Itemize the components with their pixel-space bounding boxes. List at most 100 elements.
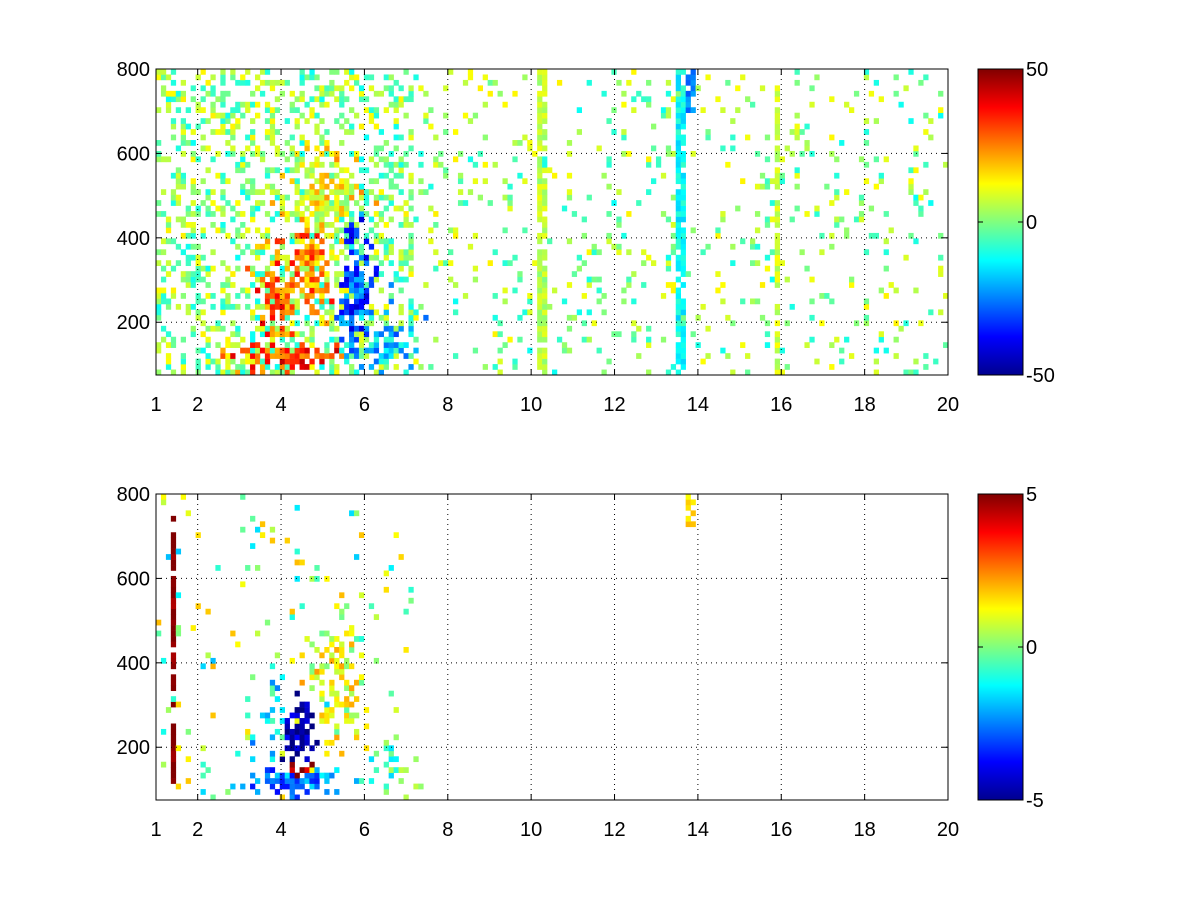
heatmap-cell	[433, 134, 439, 141]
heatmap-cell	[250, 271, 256, 277]
heatmap-cell	[329, 90, 335, 97]
heatmap-cell	[433, 161, 439, 168]
heatmap-cell	[675, 232, 681, 239]
heatmap-cell	[809, 150, 815, 157]
heatmap-cell	[289, 178, 295, 185]
heatmap-cell	[809, 336, 815, 343]
heatmap-cell	[329, 309, 335, 316]
heatmap-cell	[349, 314, 355, 321]
heatmap-cell	[537, 156, 543, 163]
heatmap-cell	[274, 347, 281, 354]
heatmap-cell	[269, 690, 276, 697]
heatmap-cell	[269, 314, 276, 321]
heatmap-cell	[245, 134, 251, 141]
heatmap-cell	[200, 745, 206, 752]
heatmap-cell	[660, 211, 667, 217]
heatmap-cell	[349, 194, 355, 201]
heatmap-cell	[334, 156, 340, 163]
heatmap-cell	[185, 205, 191, 212]
heatmap-cell	[279, 79, 285, 86]
heatmap-cell	[433, 156, 439, 163]
heatmap-cell	[349, 325, 355, 332]
heatmap-cell	[764, 134, 771, 141]
heatmap-cell	[319, 211, 325, 217]
heatmap-cell	[774, 260, 780, 267]
heatmap-cell	[314, 282, 320, 288]
heatmap-cell	[269, 526, 276, 533]
heatmap-cell	[358, 303, 365, 310]
heatmap-cell	[314, 369, 320, 376]
heatmap-cell	[606, 211, 612, 217]
heatmap-cell	[537, 358, 543, 365]
heatmap-cell	[923, 353, 929, 359]
heatmap-cell	[175, 194, 182, 201]
heatmap-cell	[284, 287, 290, 294]
heatmap-cell	[195, 347, 201, 354]
heatmap-cell	[398, 554, 404, 560]
heatmap-cell	[294, 707, 300, 713]
heatmap-cell	[230, 369, 236, 376]
heatmap-cell	[289, 767, 295, 773]
heatmap-cell	[789, 216, 795, 223]
heatmap-cell	[314, 309, 320, 316]
heatmap-cell	[210, 222, 216, 228]
heatmap-cell	[700, 249, 706, 256]
heatmap-cell	[220, 129, 226, 135]
heatmap-cell	[408, 189, 414, 195]
heatmap-cell	[502, 101, 508, 108]
heatmap-cell	[190, 140, 196, 146]
heatmap-cell	[344, 293, 350, 299]
heatmap-cell	[299, 194, 305, 201]
heatmap-cell	[220, 96, 226, 103]
heatmap-cell	[294, 232, 300, 239]
heatmap-cell	[457, 189, 464, 195]
heatmap-cell	[358, 85, 365, 92]
heatmap-cell	[566, 282, 573, 288]
heatmap-cell	[309, 112, 315, 119]
heatmap-cell	[160, 325, 167, 332]
heatmap-cell	[675, 265, 681, 272]
heatmap-cell	[344, 167, 350, 174]
heatmap-cell	[368, 756, 375, 763]
heatmap-cell	[279, 265, 285, 272]
heatmap-cell	[913, 167, 919, 174]
heatmap-cell	[195, 205, 201, 212]
heatmap-cell	[363, 331, 370, 338]
heatmap-cell	[165, 303, 172, 310]
heatmap-cell	[566, 314, 573, 321]
heatmap-cell	[388, 101, 394, 108]
heatmap-cell	[354, 156, 360, 163]
heatmap-cell	[358, 167, 365, 174]
heatmap-cell	[250, 739, 256, 746]
heatmap-cell	[245, 353, 251, 359]
heatmap-cell	[314, 254, 320, 261]
heatmap-cell	[195, 276, 201, 283]
heatmap-cell	[774, 276, 780, 283]
heatmap-cell	[279, 293, 285, 299]
heatmap-cell	[809, 298, 815, 305]
heatmap-cell	[195, 211, 201, 217]
heatmap-cell	[918, 194, 924, 201]
heatmap-cell	[393, 767, 399, 773]
heatmap-cell	[794, 69, 800, 75]
heatmap-cell	[180, 150, 186, 157]
heatmap-cell	[289, 298, 295, 305]
heatmap-cell	[329, 336, 335, 343]
heatmap-cell	[289, 150, 295, 157]
heatmap-cell	[264, 271, 271, 277]
heatmap-cell	[205, 767, 211, 773]
heatmap-cell	[913, 145, 919, 152]
heatmap-cell	[279, 756, 285, 763]
heatmap-cell	[274, 789, 281, 795]
colorbar-tick-label: 5	[1026, 484, 1037, 506]
heatmap-cell	[334, 701, 340, 708]
heatmap-cell	[433, 265, 439, 272]
heatmap-cell	[210, 293, 216, 299]
heatmap-cell	[170, 679, 177, 686]
heatmap-cell	[185, 123, 191, 130]
heatmap-cell	[363, 260, 370, 267]
heatmap-cell	[195, 74, 201, 81]
heatmap-cell	[180, 172, 186, 179]
heatmap-cell	[269, 118, 276, 124]
heatmap-cell	[195, 298, 201, 305]
